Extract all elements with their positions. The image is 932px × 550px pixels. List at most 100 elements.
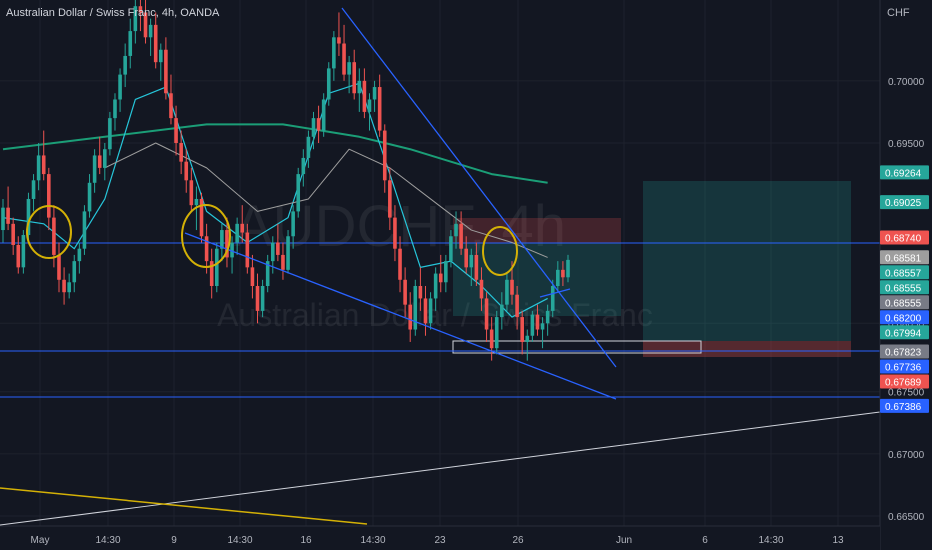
circle-annotation-1[interactable] <box>26 205 72 259</box>
price-tag <box>880 195 929 210</box>
candle-body <box>479 279 484 299</box>
price-tag-label: 0.68555 <box>885 283 922 294</box>
candle-body <box>357 80 362 94</box>
candle-body <box>260 286 265 311</box>
price-tag-label: 0.68740 <box>885 234 922 245</box>
candle-body <box>403 279 407 305</box>
candle-body <box>245 232 250 268</box>
price-tag <box>880 295 929 310</box>
time-tick-label: May <box>31 535 50 546</box>
candle-body <box>128 31 133 56</box>
circle-annotation-2[interactable] <box>181 204 231 268</box>
price-tag <box>880 165 929 180</box>
price-tick-label: 0.67000 <box>888 450 925 461</box>
candle-body <box>540 323 545 330</box>
candle-body <box>494 317 499 349</box>
candle-body <box>306 136 311 158</box>
candle-body <box>413 286 418 330</box>
candle-body <box>77 248 82 262</box>
candle-body <box>530 314 535 336</box>
candle-body <box>464 248 468 268</box>
moving-average-line <box>2 82 548 318</box>
candle-body <box>270 242 275 262</box>
symbol-title[interactable]: Australian Dollar / Swiss Franc, 4h, OAN… <box>6 7 220 19</box>
reward-zone-right[interactable] <box>643 181 851 341</box>
currency-label[interactable]: CHF <box>887 7 910 19</box>
moving-averages <box>2 82 548 318</box>
candle-body <box>362 80 367 112</box>
candle-body <box>332 37 336 69</box>
candle-body <box>500 304 504 318</box>
price-tag <box>880 265 929 280</box>
candles <box>1 0 570 361</box>
candle-body <box>118 74 122 100</box>
candle-body <box>148 24 153 38</box>
circle-annotation-3[interactable] <box>482 226 518 276</box>
candle-body <box>16 244 21 268</box>
candle-body <box>520 317 524 342</box>
risk-zone-right[interactable] <box>643 341 851 357</box>
price-tick-label: 0.68050 <box>888 319 925 330</box>
candle-body <box>169 93 173 119</box>
price-tag-label: 0.67689 <box>885 378 922 389</box>
candle-body <box>535 314 540 330</box>
grid <box>0 0 880 526</box>
candle-body <box>97 155 102 168</box>
time-tick-label: 23 <box>434 535 446 546</box>
time-tick-label: 14:30 <box>360 535 385 546</box>
trendline-yellow[interactable] <box>0 487 368 525</box>
risk-zone-left[interactable] <box>453 218 621 243</box>
price-tick-label: 0.66500 <box>888 512 925 523</box>
candle-body <box>26 198 31 236</box>
candle-body <box>199 198 204 237</box>
watermark-name: Australian Dollar / Swiss Franc <box>217 297 653 333</box>
candle-body <box>92 155 97 183</box>
candle-body <box>189 180 194 206</box>
time-tick-label: 14:30 <box>95 535 120 546</box>
candle-body <box>143 12 148 38</box>
time-tick-label: 16 <box>300 535 312 546</box>
candle-body <box>6 207 10 224</box>
time-axis[interactable] <box>0 526 880 550</box>
price-tag-label: 0.68557 <box>885 268 922 279</box>
candle-body <box>556 269 560 287</box>
candle-body <box>240 223 245 233</box>
trendline-upper[interactable] <box>341 7 617 368</box>
candle-body <box>377 87 382 131</box>
candle-body <box>41 155 46 175</box>
candle-body <box>347 62 351 75</box>
candle-body <box>561 269 565 278</box>
candle-body <box>194 198 199 206</box>
candle-body <box>214 248 219 287</box>
candle-body <box>113 99 117 119</box>
price-tag-label: 0.67386 <box>885 402 922 413</box>
time-tick-label: 14:30 <box>227 535 252 546</box>
price-tag-label: 0.68581 <box>885 253 922 264</box>
support-box[interactable] <box>452 340 702 354</box>
candle-body <box>505 279 509 305</box>
price-axis-ticks: 0.66500 0.67000 0.67500 0.68050 0.69500 0.700… <box>888 77 925 523</box>
candle-body <box>11 223 15 245</box>
time-tick-label: 14:30 <box>758 535 783 546</box>
candle-body <box>225 230 229 258</box>
price-tag <box>880 359 929 374</box>
candle-body <box>250 267 255 287</box>
candle-body <box>67 282 71 293</box>
trendline-white[interactable] <box>0 411 881 526</box>
trendline-minor[interactable] <box>539 288 571 298</box>
candle-body <box>444 261 448 283</box>
trendline-lower[interactable] <box>184 232 617 400</box>
candle-body <box>438 273 443 283</box>
time-tick-label: 9 <box>171 535 177 546</box>
time-tick-label: 13 <box>832 535 844 546</box>
candle-body <box>62 279 66 293</box>
candle-body <box>291 211 295 237</box>
candle-body <box>566 259 570 278</box>
price-tag <box>880 230 929 245</box>
candle-body <box>337 37 341 44</box>
price-tag-label: 0.67823 <box>885 348 922 359</box>
candle-body <box>449 236 453 262</box>
candle-body <box>372 87 377 100</box>
price-tag <box>880 325 929 340</box>
